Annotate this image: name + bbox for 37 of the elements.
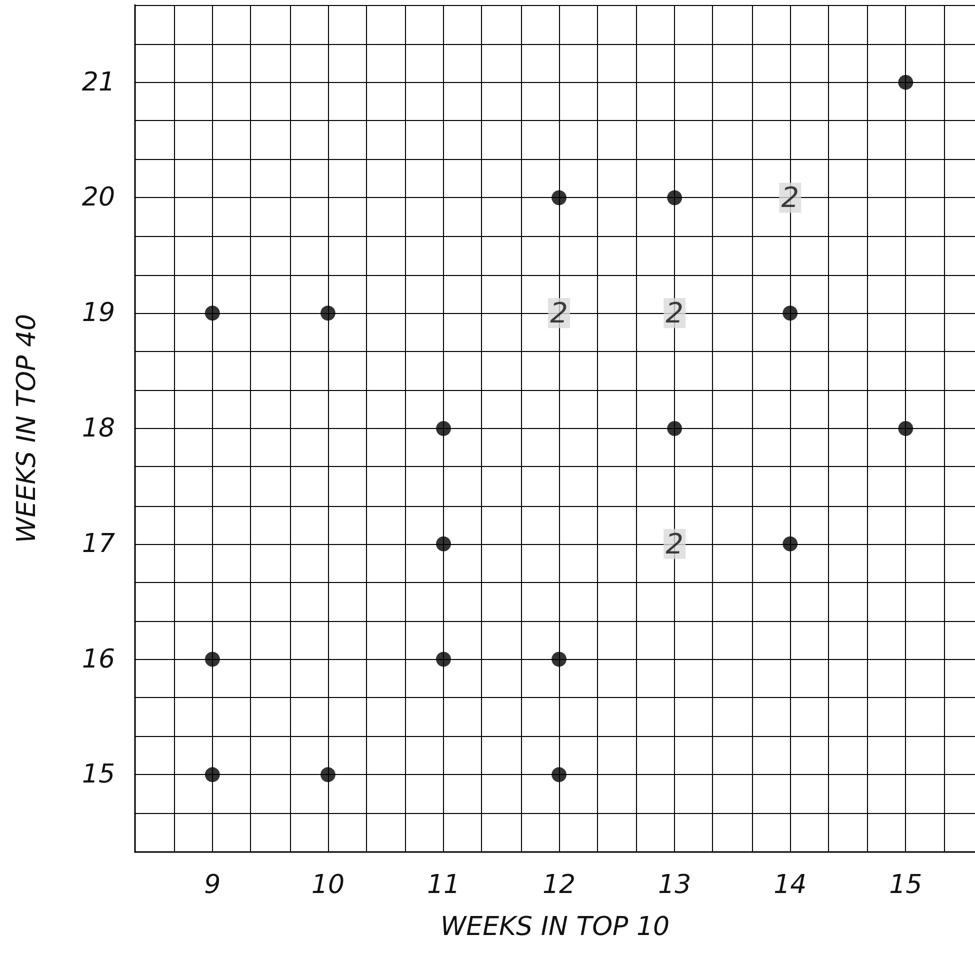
y-tick-label: 18 [82,414,115,444]
point [320,306,336,321]
point [204,767,220,782]
point [436,421,451,436]
point [436,536,451,552]
text: 2 [550,296,568,330]
y-tick-label: 19 [82,298,115,328]
point [204,306,220,321]
y-tick-label: 20 [82,182,115,213]
y-axis-title: WEEKS IN TOP 40 [12,314,42,544]
point [320,767,336,782]
y-tick-label: 16 [82,644,115,674]
series-label: 2 [781,181,800,214]
text: 2 [666,527,684,560]
point [436,652,451,667]
text: 2 [666,296,684,330]
x-tick-label: 12 [542,870,576,900]
point [204,652,220,667]
x-tick-label: 10 [311,870,345,900]
point [552,190,567,206]
x-tick-label: 15 [889,870,922,900]
x-axis-title: WEEKS IN TOP 10 [440,912,670,942]
x-tick-label: 9 [204,870,221,900]
x-tick-label: 14 [774,870,807,900]
point [898,74,914,90]
x-tick-label: 13 [658,870,692,900]
point [898,421,914,436]
y-tick-label: 21 [82,67,115,98]
point [667,190,682,206]
point [667,421,682,436]
point [782,536,798,552]
point [782,306,798,321]
x-tick-label: 11 [426,870,460,900]
point [552,767,567,782]
point [552,652,567,667]
y-tick-label: 15 [82,760,115,790]
y-tick-label: 17 [82,528,116,559]
